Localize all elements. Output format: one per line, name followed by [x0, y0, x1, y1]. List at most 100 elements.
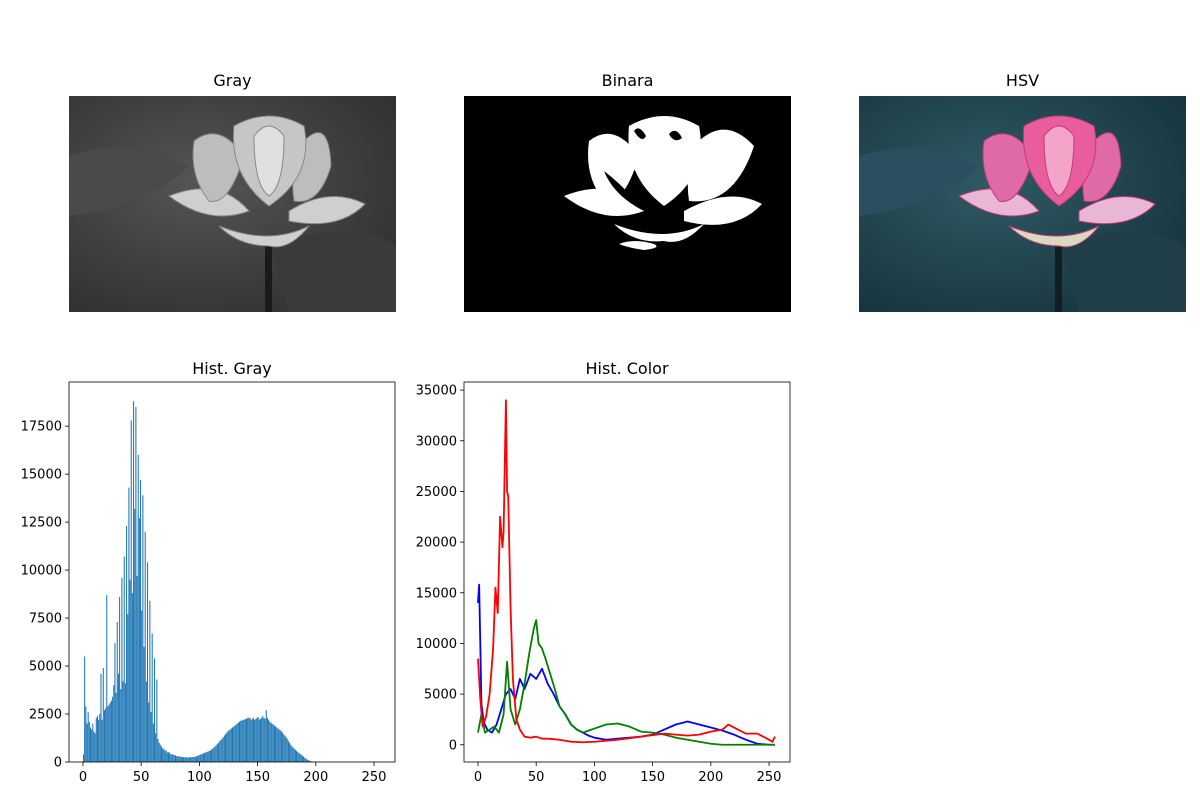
hist-bar [151, 633, 153, 762]
y-tick-label: 0 [54, 756, 62, 771]
hist-bar [305, 758, 307, 762]
hist-bar [91, 729, 93, 762]
binary-lotus-image [464, 96, 791, 312]
hist-bar [117, 673, 119, 762]
hist-bar [86, 723, 88, 762]
hist-bar [129, 579, 131, 762]
hist-bar [293, 748, 295, 762]
hist-bar [88, 721, 90, 762]
hist-bar [273, 725, 275, 762]
hist-bar [303, 756, 305, 762]
hist-bar [282, 732, 284, 762]
hist-bar [215, 745, 217, 762]
hist-bar [234, 725, 236, 762]
hist-bar [157, 738, 159, 762]
hist-bar [229, 729, 231, 762]
y-tick-label: 12500 [21, 516, 62, 531]
hist-bar [121, 577, 123, 762]
hist-bar [206, 752, 208, 762]
hist-bar [169, 752, 171, 762]
y-tick-label: 5000 [29, 660, 62, 675]
axes-frame [463, 381, 791, 763]
hist-bar [176, 756, 178, 762]
hist-bar [87, 712, 89, 762]
hist-bar [193, 756, 195, 762]
hist-bar [153, 658, 156, 762]
hist-bar [220, 739, 222, 762]
y-tick-label: 35000 [416, 384, 457, 399]
hist-bar [191, 757, 193, 762]
hist-bar [141, 610, 143, 762]
hist-bar [184, 757, 186, 762]
hist-bar [179, 756, 181, 762]
hist-bar [152, 723, 154, 762]
hist-bar [100, 673, 102, 762]
hist-bar [272, 724, 274, 762]
hist-bar [243, 719, 245, 762]
hist-bar [221, 738, 223, 762]
hist-bar [194, 756, 196, 762]
x-tick-label: 100 [582, 770, 607, 785]
hist-bar [254, 719, 256, 762]
hist-bar [250, 719, 252, 762]
hist-bar [174, 755, 176, 762]
hist-bar [155, 733, 157, 762]
y-tick-label: 10000 [21, 564, 62, 579]
hsv-title: HSV [1005, 71, 1040, 90]
hist-bar [167, 752, 170, 762]
hist-bar [200, 754, 202, 762]
hist-bar [172, 754, 174, 762]
hist-bar [137, 454, 139, 762]
hist-bar [113, 685, 115, 762]
hist-bar [134, 508, 136, 762]
x-tick-label: 200 [303, 770, 328, 785]
chart-title: Hist. Gray [192, 359, 272, 378]
hist-bar [142, 495, 144, 762]
hist-bar [244, 718, 246, 762]
hist-bar [170, 754, 172, 762]
hist-bar [138, 518, 140, 762]
hist-bar [185, 757, 187, 762]
hist-bar [195, 756, 197, 762]
hist-bar [228, 730, 230, 762]
hist-bar [148, 702, 150, 762]
x-tick-label: 150 [245, 770, 270, 785]
hist-bar [232, 727, 234, 762]
hist-bar [163, 748, 165, 762]
hist-bar [201, 753, 203, 762]
hist-bar [150, 712, 152, 762]
hist-bar [308, 760, 310, 762]
x-tick-label: 100 [187, 770, 212, 785]
hist-bar [233, 726, 235, 762]
y-tick-label: 10000 [416, 637, 457, 652]
hist-bar [108, 704, 110, 762]
hist-bar [120, 689, 122, 762]
hist-bar [89, 727, 92, 762]
hist-bar [252, 717, 255, 762]
hist-bar [227, 731, 229, 762]
hist-bar [166, 752, 168, 762]
hist-bar [114, 643, 116, 762]
hist-bar [261, 717, 263, 762]
hist-bar [133, 401, 135, 762]
x-tick-label: 200 [698, 770, 723, 785]
hist-bar [149, 600, 151, 762]
hist-bar [276, 727, 278, 762]
hist-bar [222, 737, 224, 762]
hist-bar [238, 721, 241, 762]
hist-bar [158, 742, 160, 762]
hist-bar [103, 710, 105, 762]
hist-bar [211, 749, 213, 762]
y-tick-label: 30000 [416, 434, 457, 449]
hist-bar [107, 706, 109, 762]
hist-bar [147, 562, 149, 762]
y-tick-label: 15000 [416, 586, 457, 601]
hist-bar [180, 757, 182, 762]
y-tick-label: 0 [449, 738, 457, 753]
hist-bar [307, 760, 309, 762]
hist-bar [291, 746, 293, 762]
x-tick-label: 50 [133, 770, 150, 785]
hist-bar [156, 679, 158, 762]
hist-bar [183, 757, 185, 762]
